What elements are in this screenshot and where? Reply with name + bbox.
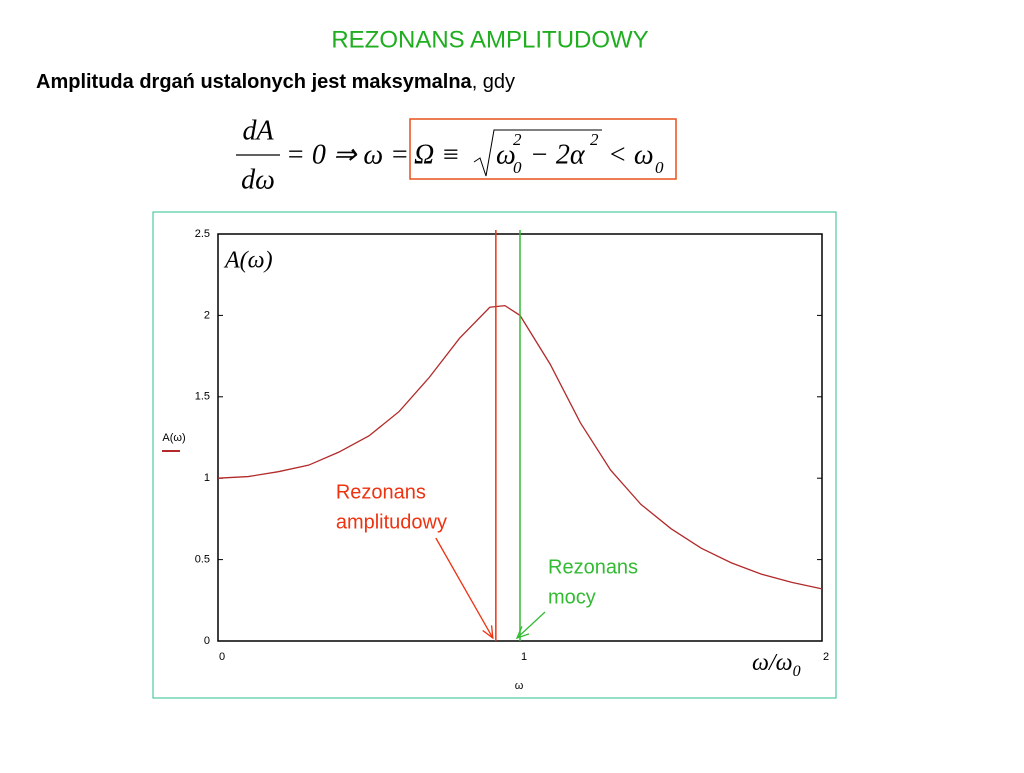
y-tick-label: 1.5 bbox=[195, 391, 210, 403]
formula-lead: = 0 ⇒ ω = bbox=[286, 139, 409, 170]
y-tick-label: 0.5 bbox=[195, 554, 210, 566]
formula-sub: 0 bbox=[513, 158, 522, 177]
subtitle: Amplituda drgań ustalonych jest maksymal… bbox=[36, 71, 515, 93]
y-tick-label: 2.5 bbox=[195, 228, 210, 240]
marker-arrow bbox=[517, 611, 546, 638]
marker-label: mocy bbox=[548, 586, 596, 608]
x-tick-label: 0 bbox=[219, 651, 225, 663]
inner-y-label: A(ω) bbox=[223, 248, 273, 274]
formula-part: < ω bbox=[608, 139, 654, 170]
y-tick-label: 2 bbox=[204, 309, 210, 321]
marker-label: Rezonans bbox=[548, 556, 638, 578]
denominator: dω bbox=[241, 164, 275, 195]
subtitle-bold: Amplituda drgań ustalonych jest maksymal… bbox=[36, 71, 473, 93]
formula-sup: 2 bbox=[590, 130, 599, 149]
legend-label: A(ω) bbox=[162, 432, 185, 444]
subtitle-rest: , gdy bbox=[472, 71, 515, 93]
x-tick-label: 2 bbox=[823, 651, 829, 663]
inner-x-main: ω/ω bbox=[752, 650, 793, 676]
x-axis-label: ω bbox=[515, 680, 524, 692]
x-tick-label: 1 bbox=[521, 651, 527, 663]
marker-label: amplitudowy bbox=[336, 511, 447, 533]
slide-title: REZONANS AMPLITUDOWY bbox=[331, 26, 648, 53]
chart-frame bbox=[152, 211, 837, 699]
formula-sup: 2 bbox=[513, 130, 522, 149]
data-line bbox=[217, 304, 823, 590]
inner-x-label: ω/ω0 bbox=[752, 650, 801, 680]
numerator: dA bbox=[242, 115, 274, 146]
y-tick-label: 0 bbox=[204, 635, 210, 647]
marker-label: Rezonans bbox=[336, 481, 426, 503]
formula-part: − 2α bbox=[530, 139, 586, 170]
marker-arrow bbox=[435, 537, 493, 638]
formula: dA dω = 0 ⇒ ω = Ω ≡ ω 2 0 − 2α 2 < ω 0 bbox=[236, 115, 677, 195]
inner-x-sub: 0 bbox=[793, 663, 801, 680]
formula-omega: Ω ≡ bbox=[414, 139, 460, 170]
formula-part: ω bbox=[496, 139, 516, 170]
y-tick-label: 1 bbox=[204, 472, 210, 484]
formula-sub: 0 bbox=[655, 158, 664, 177]
